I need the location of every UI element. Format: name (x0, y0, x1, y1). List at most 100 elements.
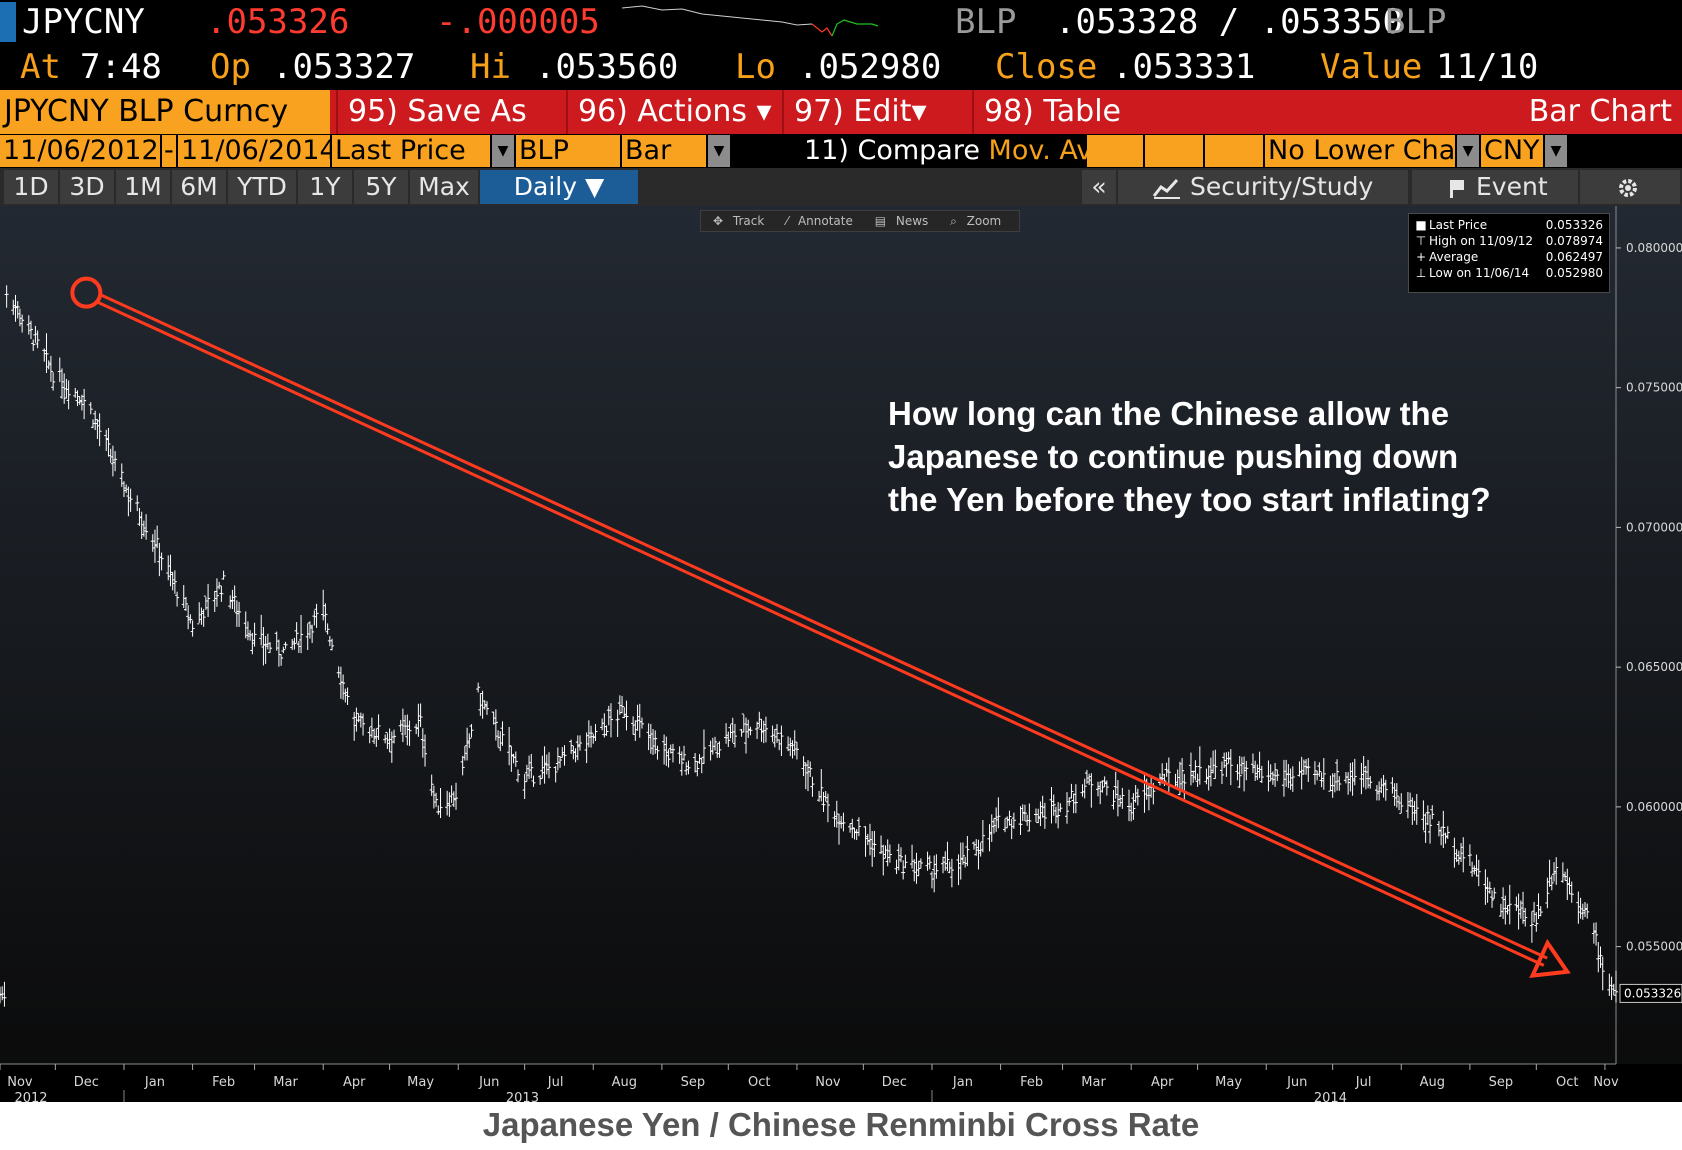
high-marker-icon: ⊤ (1415, 234, 1427, 248)
security-field[interactable]: JPYCNY BLP Curncy (0, 90, 330, 134)
ask-source: BLP (1385, 2, 1447, 42)
low-value: .052980 (798, 47, 942, 87)
function-menu-bar: JPYCNY BLP Curncy 95) Save As 96) Action… (0, 90, 1682, 134)
lower-chart-select[interactable]: No Lower Chart (1265, 135, 1477, 167)
x-tick-label: Jan (144, 1075, 165, 1090)
at-time: 7:48 (80, 47, 162, 87)
x-tick-label: Nov (1593, 1075, 1619, 1090)
period-max[interactable]: Max (410, 170, 478, 204)
zoom-label: Zoom (966, 214, 1002, 228)
edit-button[interactable]: 97) Edit▾ (782, 90, 927, 134)
annotate-button[interactable]: ⁄ Annotate (786, 214, 853, 228)
y-tick-label: 0.065000 (1626, 660, 1682, 674)
legend-row-low: ⊥ Low on 11/06/14 0.052980 (1415, 266, 1603, 280)
study-slot-3[interactable] (1205, 135, 1263, 167)
zoom-button[interactable]: ⌕ Zoom (950, 214, 1002, 228)
quote-bar: JPYCNY .053326 -.000005 BLP .053328 / .0… (0, 0, 1682, 44)
field-select[interactable]: Last Price (332, 135, 490, 167)
study-slot-2[interactable] (1145, 135, 1203, 167)
chart-legend[interactable]: ■ Last Price 0.053326 ⊤ High on 11/09/12 0.0… (1408, 213, 1610, 293)
security-study-button[interactable]: Security/Study (1118, 170, 1408, 204)
low-label: Lo (735, 47, 776, 87)
actions-button[interactable]: 96) Actions ▾ (566, 90, 772, 134)
news-button[interactable]: ▤ News (874, 214, 929, 228)
price-chart[interactable]: 0.080000 0.075000 0.070000 0.065000 0.060000… (0, 206, 1682, 1102)
last-price: .053326 (206, 2, 350, 42)
legend-row-last: ■ Last Price 0.053326 (1415, 218, 1603, 232)
flag-icon (1450, 180, 1464, 198)
close-label: Close (995, 47, 1098, 87)
y-tick-label: 0.055000 (1626, 940, 1682, 954)
x-year-label: 2013 (506, 1091, 539, 1102)
period-ytd[interactable]: YTD (228, 170, 296, 204)
collapse-button[interactable]: « (1082, 170, 1116, 204)
square-icon: ■ (1415, 218, 1427, 232)
track-button[interactable]: ✥ Track (713, 214, 765, 228)
style-dropdown-arrow[interactable]: ▼ (708, 135, 730, 167)
x-tick-label: Aug (1420, 1075, 1445, 1090)
high-value: .053560 (535, 47, 679, 87)
high-label: Hi (470, 47, 511, 87)
chart-toolbar: ✥ Track ⁄ Annotate ▤ News ⌕ Zoom (700, 210, 1021, 232)
value-date: 11/10 (1436, 47, 1539, 87)
period-1d[interactable]: 1D (4, 170, 58, 204)
currency-dropdown-arrow[interactable]: ▼ (1545, 135, 1567, 167)
legend-row-high: ⊤ High on 11/09/12 0.078974 (1415, 234, 1603, 248)
event-label: Event (1476, 172, 1548, 201)
x-tick-label: Feb (1020, 1075, 1043, 1090)
chart-caption: Japanese Yen / Chinese Renminbi Cross Ra… (482, 1106, 1200, 1143)
compare-button[interactable]: 11) Compare Mov. Avgs (804, 134, 1123, 168)
style-select[interactable]: Bar (622, 135, 706, 167)
save-as-button[interactable]: 95) Save As (336, 90, 540, 134)
study-slot-1[interactable] (1087, 135, 1143, 167)
last-price-tag (1619, 983, 1682, 1003)
y-tick-label: 0.060000 (1626, 800, 1682, 814)
frequency-select[interactable]: Daily ▼ (480, 170, 638, 204)
x-tick-label: Dec (882, 1075, 907, 1090)
x-tick-label: Apr (343, 1075, 366, 1090)
x-tick-label: Jun (1286, 1075, 1307, 1090)
period-3d[interactable]: 3D (60, 170, 114, 204)
x-tick-label: Mar (273, 1075, 298, 1090)
currency-select[interactable]: CNY (1481, 135, 1543, 167)
x-tick-label: Oct (748, 1075, 770, 1090)
x-tick-label: Nov (815, 1075, 841, 1090)
field-dropdown-arrow[interactable]: ▼ (492, 135, 514, 167)
low-marker-icon: ⊥ (1415, 266, 1427, 280)
settings-button[interactable] (1580, 170, 1680, 204)
period-1m[interactable]: 1M (116, 170, 170, 204)
y-tick-label: 0.075000 (1626, 381, 1682, 395)
start-date-field[interactable]: 11/06/2012 (0, 135, 160, 167)
x-tick-label: Jun (478, 1075, 499, 1090)
ticker[interactable]: JPYCNY (22, 2, 145, 42)
trend-arrow-head (1529, 938, 1571, 979)
y-tick-label: 0.070000 (1626, 520, 1682, 534)
x-tick-label: Sep (681, 1075, 706, 1090)
x-tick-label: Jul (547, 1075, 564, 1090)
event-button[interactable]: Event (1412, 170, 1578, 204)
table-button[interactable]: 98) Table (972, 90, 1121, 134)
chart-annotation: How long can the Chinese allow the Japan… (888, 395, 1491, 518)
trend-arrow-line (100, 293, 1548, 960)
function-title: Bar Chart (1528, 94, 1672, 129)
end-date-field[interactable]: 11/06/2014 (178, 135, 337, 167)
chart-panel[interactable]: 0.080000 0.075000 0.070000 0.065000 0.060000… (0, 206, 1682, 1102)
open-label: Op (210, 47, 251, 87)
x-tick-label: May (1215, 1075, 1242, 1090)
date-separator: - (162, 135, 176, 167)
x-tick-label: Mar (1081, 1075, 1106, 1090)
y-tick-label: 0.080000 (1626, 241, 1682, 255)
at-label: At (20, 47, 61, 87)
source-select[interactable]: BLP (516, 135, 620, 167)
lower-chart-dropdown-arrow[interactable]: ▼ (1457, 135, 1479, 167)
intraday-sparkline (622, 5, 879, 37)
period-5y[interactable]: 5Y (354, 170, 408, 204)
value-label: Value (1320, 47, 1423, 87)
x-year-label: 2012 (14, 1091, 47, 1102)
last-price-tag-label: 0.053326 (1624, 986, 1681, 1000)
x-tick-label: Dec (74, 1075, 99, 1090)
bid-ask: .053328 / .053350 (1055, 2, 1403, 42)
period-6m[interactable]: 6M (172, 170, 226, 204)
period-1y[interactable]: 1Y (298, 170, 352, 204)
